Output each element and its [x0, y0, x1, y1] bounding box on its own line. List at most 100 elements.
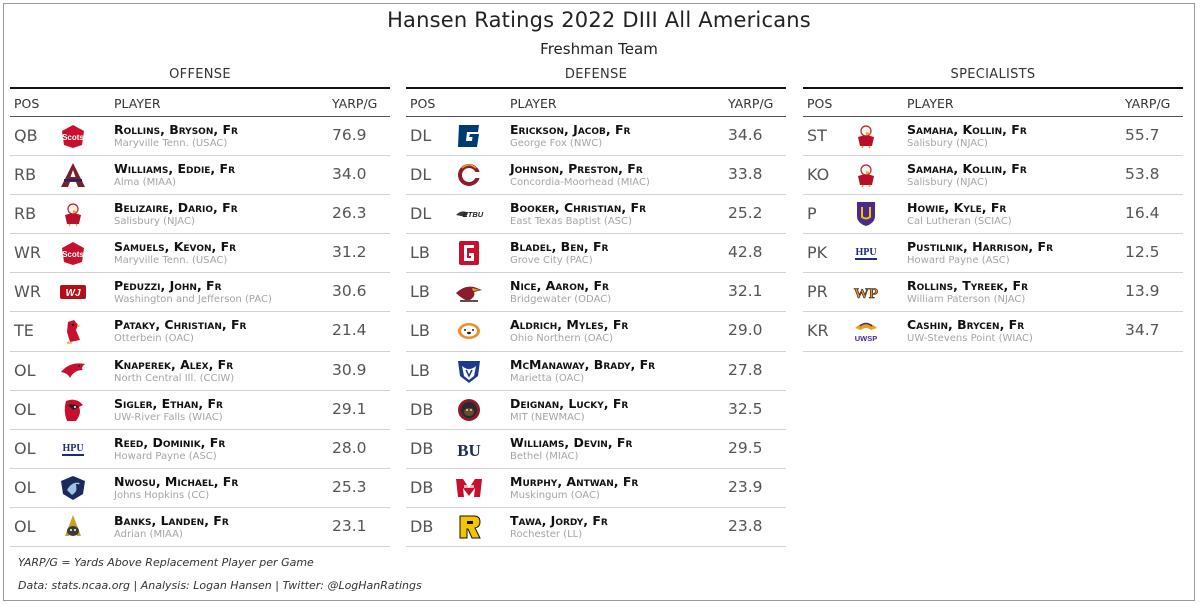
offense-rows: QB Scots Rollins, Bryson, Fr Maryville Tenn…: [10, 117, 390, 548]
player-name: Samaha, Kollin, Fr: [907, 122, 1027, 137]
player-name: Belizaire, Dario, Fr: [114, 200, 238, 216]
yarp-value: 33.8: [728, 165, 763, 184]
player-name: Murphy, Antwan, Fr: [510, 473, 639, 489]
defense-section-title: DEFENSE: [564, 67, 628, 82]
table-row: OL Sigler, Ethan, Fr UW-River Falls (WIAC)…: [10, 391, 390, 430]
table-row: P Howie, Kyle, Fr Cal Lutheran (SCIAC) 16.4: [803, 195, 1183, 235]
table-row: LB Nice, Aaron, Fr Bridgewater (ODAC) 32.1: [406, 273, 786, 313]
svg-text:HPU: HPU: [62, 443, 83, 454]
player-name: Samaha, Kollin, Fr: [907, 161, 1027, 177]
table-row: PK HPU Pustilnik, Harrison, Fr Howard Payne…: [803, 234, 1183, 274]
offense-section: OFFENSE POS PLAYER YARP/G QB Scots Rollins…: [10, 64, 390, 548]
position-cell: ST: [807, 126, 827, 145]
player-name: Nwosu, Michael, Fr: [114, 473, 239, 489]
table-row: LB Bladel, Ben, Fr Grove City (PAC) 42.8: [406, 234, 786, 274]
table-row: DL Johnson, Preston, Fr Concordia-Moorhead…: [406, 156, 786, 196]
grove-city-g-logo-icon: [454, 240, 484, 266]
page-subtitle: Freshman Team: [540, 40, 658, 58]
position-cell: DB: [410, 477, 434, 497]
player-school: Salisbury (NJAC): [907, 177, 988, 189]
yarp-value: 23.1: [332, 516, 367, 535]
player-school: Rochester (LL): [510, 528, 583, 540]
svg-text:Scots: Scots: [62, 250, 84, 259]
rochester-r-logo-icon: [454, 514, 484, 540]
maryville-scots-logo-icon: Scots: [58, 123, 88, 149]
yarp-value: 12.5: [1125, 243, 1160, 262]
player-school: Otterbein (OAC): [114, 333, 194, 345]
hpu-logo-icon: HPU: [851, 240, 881, 266]
player-name: Booker, Christian, Fr: [510, 200, 647, 216]
yarp-value: 29.5: [728, 438, 763, 457]
credits-note: Data: stats.ncaa.org | Analysis: Logan H…: [18, 579, 422, 592]
yarp-value: 25.3: [332, 477, 367, 496]
position-cell: WR: [14, 243, 41, 263]
position-cell: TE: [14, 321, 34, 341]
position-cell: PR: [807, 282, 828, 302]
position-cell: WR: [14, 282, 41, 302]
player-school: Muskingum (OAC): [510, 489, 600, 501]
player-school: Maryville Tenn. (USAC): [114, 255, 228, 267]
player-school: Maryville Tenn. (USAC): [114, 138, 228, 149]
uwsp-logo-icon: UWSP: [851, 318, 881, 344]
yarp-value: 27.8: [728, 360, 763, 379]
player-school: Concordia-Moorhead (MIAC): [510, 177, 650, 189]
specialists-section-title: SPECIALISTS: [950, 67, 1036, 82]
player-name: Pataky, Christian, Fr: [114, 317, 247, 333]
table-row: DB Tawa, Jordy, Fr Rochester (LL) 23.8: [406, 508, 786, 548]
yarp-value: 13.9: [1125, 282, 1160, 301]
section-rule: [803, 87, 1183, 89]
yarp-value: 26.3: [332, 204, 367, 223]
yarp-value: 23.9: [728, 477, 763, 496]
table-row: QB Scots Rollins, Bryson, Fr Maryville Tenn…: [10, 117, 390, 157]
yarp-value: 34.6: [728, 126, 763, 144]
position-cell: OL: [14, 399, 36, 419]
yarp-value: 23.8: [728, 516, 763, 535]
offense-column-header: POS PLAYER YARP/G: [10, 89, 390, 117]
player-name: Cashin, Brycen, Fr: [907, 317, 1025, 333]
player-school: Johns Hopkins (CC): [114, 489, 210, 501]
player-name: Rollins, Bryson, Fr: [114, 122, 238, 137]
player-name: Sigler, Ethan, Fr: [114, 395, 223, 411]
yarp-value: 32.1: [728, 282, 763, 301]
table-row: RB Belizaire, Dario, Fr Salisbury (NJAC) 26…: [10, 195, 390, 235]
position-cell: LB: [410, 282, 430, 302]
river-falls-falcon-logo-icon: [58, 397, 88, 423]
player-name: Rollins, Tyreek, Fr: [907, 278, 1029, 294]
table-row: KR UWSP Cashin, Brycen, Fr UW-Stevens Point…: [803, 312, 1183, 352]
yarp-value: 28.0: [332, 438, 367, 457]
player-name: Knaperek, Alex, Fr: [114, 356, 234, 372]
player-school: Howard Payne (ASC): [907, 255, 1010, 267]
position-cell: OL: [14, 477, 36, 497]
table-row: WR WJ Peduzzi, John, Fr Washington and Jeff…: [10, 273, 390, 313]
player-name: Williams, Devin, Fr: [510, 434, 633, 450]
yarp-value: 76.9: [332, 126, 367, 144]
table-row: OL Knaperek, Alex, Fr North Central Ill. (…: [10, 352, 390, 391]
table-row: LB Aldrich, Myles, Fr Ohio Northern (OAC) 2…: [406, 312, 786, 352]
player-school: Howard Payne (ASC): [114, 450, 217, 462]
player-school: Bridgewater (ODAC): [510, 294, 612, 306]
defense-column-header: POS PLAYER YARP/G: [406, 89, 786, 117]
alma-a-logo-icon: [58, 162, 88, 188]
salisbury-gull-logo-icon: [58, 201, 88, 227]
yarp-header: YARP/G: [332, 96, 378, 111]
yarp-value: 30.9: [332, 360, 367, 379]
muskingum-m-logo-icon: [454, 475, 484, 501]
otterbein-cardinal-logo-icon: [58, 318, 88, 345]
specialists-rows: ST Samaha, Kollin, Fr Salisbury (NJAC) 55.7…: [803, 117, 1183, 352]
defense-rows: DL Erickson, Jacob, Fr George Fox (NWC) 34.…: [406, 117, 786, 548]
position-cell: DL: [410, 204, 432, 224]
table-row: DB BU Williams, Devin, Fr Bethel (MIAC) 29.5: [406, 430, 786, 469]
yarp-value: 42.8: [728, 243, 763, 262]
yarp-value: 53.8: [1125, 165, 1160, 184]
table-row: OL Nwosu, Michael, Fr Johns Hopkins (CC) 25…: [10, 469, 390, 508]
player-name: Aldrich, Myles, Fr: [510, 317, 629, 333]
table-row: RB Williams, Eddie, Fr Alma (MIAA) 34.0: [10, 156, 390, 196]
position-cell: DB: [410, 438, 434, 458]
specialists-column-header: POS PLAYER YARP/G: [803, 89, 1183, 117]
yarp-value: 16.4: [1125, 204, 1160, 223]
johns-hopkins-jay-logo-icon: [58, 475, 88, 501]
section-rule: [406, 87, 786, 89]
player-school: George Fox (NWC): [510, 138, 603, 149]
salisbury-gull-logo-icon: [851, 162, 881, 188]
position-cell: PK: [807, 243, 828, 263]
